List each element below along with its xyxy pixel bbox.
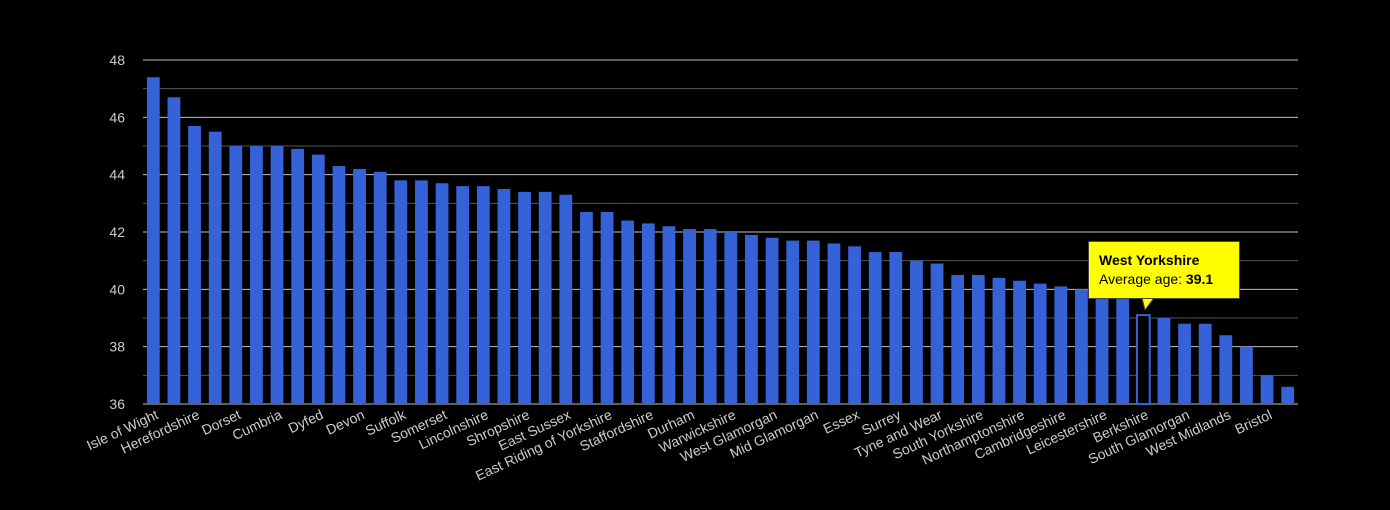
bar[interactable]: Surrey: 42.4 xyxy=(621,220,635,404)
bar[interactable]: Northamptonshire: 40.3 xyxy=(1013,280,1026,404)
bar[interactable]: Surrey: 41.3 xyxy=(889,252,903,404)
bar[interactable]: Cornwall: 44.3 xyxy=(332,166,346,404)
tooltip: West Yorkshire Average age: 39.1 xyxy=(1088,241,1240,299)
bar[interactable]: Clwyd: 43.5 xyxy=(497,189,511,404)
bar[interactable]: Powys: 45 xyxy=(250,146,263,404)
bar[interactable]: Greater London: 36.6 xyxy=(1281,386,1295,404)
bar[interactable]: Dorset: 45 xyxy=(229,146,243,404)
bar[interactable]: Staffordshire: 42.3 xyxy=(641,223,655,404)
bar[interactable]: Bristol: 37 xyxy=(1260,375,1274,404)
bar[interactable]: Devon: 44.2 xyxy=(353,168,366,404)
y-tick-label: 44 xyxy=(109,167,125,183)
bar-highlighted[interactable]: West Yorkshire: 39.1 xyxy=(1135,314,1151,405)
bar[interactable]: South Yorkshire: 40.5 xyxy=(971,275,985,404)
y-tick-label: 36 xyxy=(109,396,125,412)
y-tick-label: 42 xyxy=(109,224,125,240)
bar[interactable]: Buckinghamshire: 40.2 xyxy=(1033,283,1047,404)
bar[interactable]: Shropshire: 43.4 xyxy=(518,191,531,404)
bar[interactable]: Wiltshire: 43.4 xyxy=(538,191,552,404)
bar[interactable]: East Sussex: 43.3 xyxy=(559,194,573,404)
bar[interactable]: Northumberland: 42.2 xyxy=(662,226,676,404)
bar[interactable]: Essex: 41.6 xyxy=(827,243,841,404)
bar[interactable]: Kent: 42.7 xyxy=(580,211,593,404)
x-tick-label: Dyfed xyxy=(286,406,326,436)
bar[interactable]: West Glamorgan: 41.8 xyxy=(765,237,779,404)
bar[interactable]: Dumfries: 43.6 xyxy=(456,186,470,404)
bar[interactable]: South Glamorgan: 38.8 xyxy=(1178,323,1191,404)
y-tick-label: 38 xyxy=(109,339,125,355)
bar[interactable]: Merseyside: 40 xyxy=(1075,289,1088,404)
tooltip-pointer xyxy=(1142,298,1155,312)
bar[interactable]: Dyfed: 44.7 xyxy=(311,154,325,404)
tooltip-title: West Yorkshire xyxy=(1099,252,1200,268)
bar[interactable]: Berkshire: 39 xyxy=(1157,318,1171,404)
bar[interactable]: Lincolnshire: 43.6 xyxy=(476,186,490,404)
bar[interactable]: Durham: 42.1 xyxy=(683,229,696,404)
bar[interactable]: Norfolk: 46.7 xyxy=(167,97,181,405)
bar[interactable]: Hertfordshire: 40.4 xyxy=(992,277,1006,404)
bar[interactable]: East Riding of Yorkshire: 42.7 xyxy=(600,211,614,404)
bar[interactable]: West Midlands: 38.4 xyxy=(1219,335,1233,404)
bar[interactable]: Lincolnshire: 44.9 xyxy=(291,148,305,404)
bar[interactable]: Essex: 41.5 xyxy=(848,246,861,404)
x-tick-label: Essex xyxy=(821,406,862,437)
bar[interactable]: Derbyshire: 41.7 xyxy=(786,240,800,404)
tooltip-value: 39.1 xyxy=(1185,271,1214,287)
y-axis-ticks: 36 38 40 42 44 46 48 xyxy=(109,52,125,412)
bar[interactable]: Leicestershire: 39.9 xyxy=(1095,292,1109,404)
bar[interactable]: Gwent: 41.9 xyxy=(745,234,758,404)
y-tick-label: 46 xyxy=(109,109,125,125)
tooltip-label: Average age: xyxy=(1099,271,1183,287)
bar[interactable]: Greater Manchester: 38.8 xyxy=(1198,323,1212,404)
bar[interactable]: Worcestershire: 41 xyxy=(910,260,923,404)
bar[interactable]: North Yorkshire: 44.1 xyxy=(373,171,387,404)
bar[interactable]: Mid Glamorgan: 41.7 xyxy=(806,240,820,404)
bar[interactable]: Bedfordshire: 39.8 xyxy=(1116,295,1130,404)
bar[interactable]: Hampshire: 41.3 xyxy=(868,252,882,404)
bar[interactable]: Somerset: 43.7 xyxy=(435,183,449,404)
bar[interactable]: Suffolk: 43.8 xyxy=(394,180,408,404)
x-tick-label: Bristol xyxy=(1232,406,1274,437)
y-tick-label: 48 xyxy=(109,52,125,68)
bar[interactable]: Herefordshire: 45.7 xyxy=(188,125,201,404)
bar[interactable]: Tyne and Wear: 40.9 xyxy=(930,263,944,404)
tooltip-line: Average age: 39.1 xyxy=(1099,269,1229,289)
bar[interactable]: Cheshire: 42.1 xyxy=(703,229,717,404)
bar[interactable]: Lancashire: 38 xyxy=(1240,346,1253,404)
bar[interactable]: Isle of Wight: 47.4 xyxy=(146,77,160,404)
bar[interactable]: Nottinghamshire: 40.5 xyxy=(951,275,965,404)
bar[interactable]: Warwickshire: 42 xyxy=(724,232,738,404)
bar[interactable]: Cumbria: 45 xyxy=(270,146,284,404)
bar[interactable]: Gwynedd: 43.8 xyxy=(415,180,428,404)
bar[interactable]: Cambridgeshire: 40.1 xyxy=(1054,286,1068,404)
y-tick-label: 40 xyxy=(109,281,125,297)
bar[interactable]: Devon: 45.5 xyxy=(208,131,222,404)
bars: Isle of Wight: 47.4 Norfolk: 46.7 Hereford… xyxy=(146,77,1295,405)
x-tick-label: Devon xyxy=(323,406,366,438)
